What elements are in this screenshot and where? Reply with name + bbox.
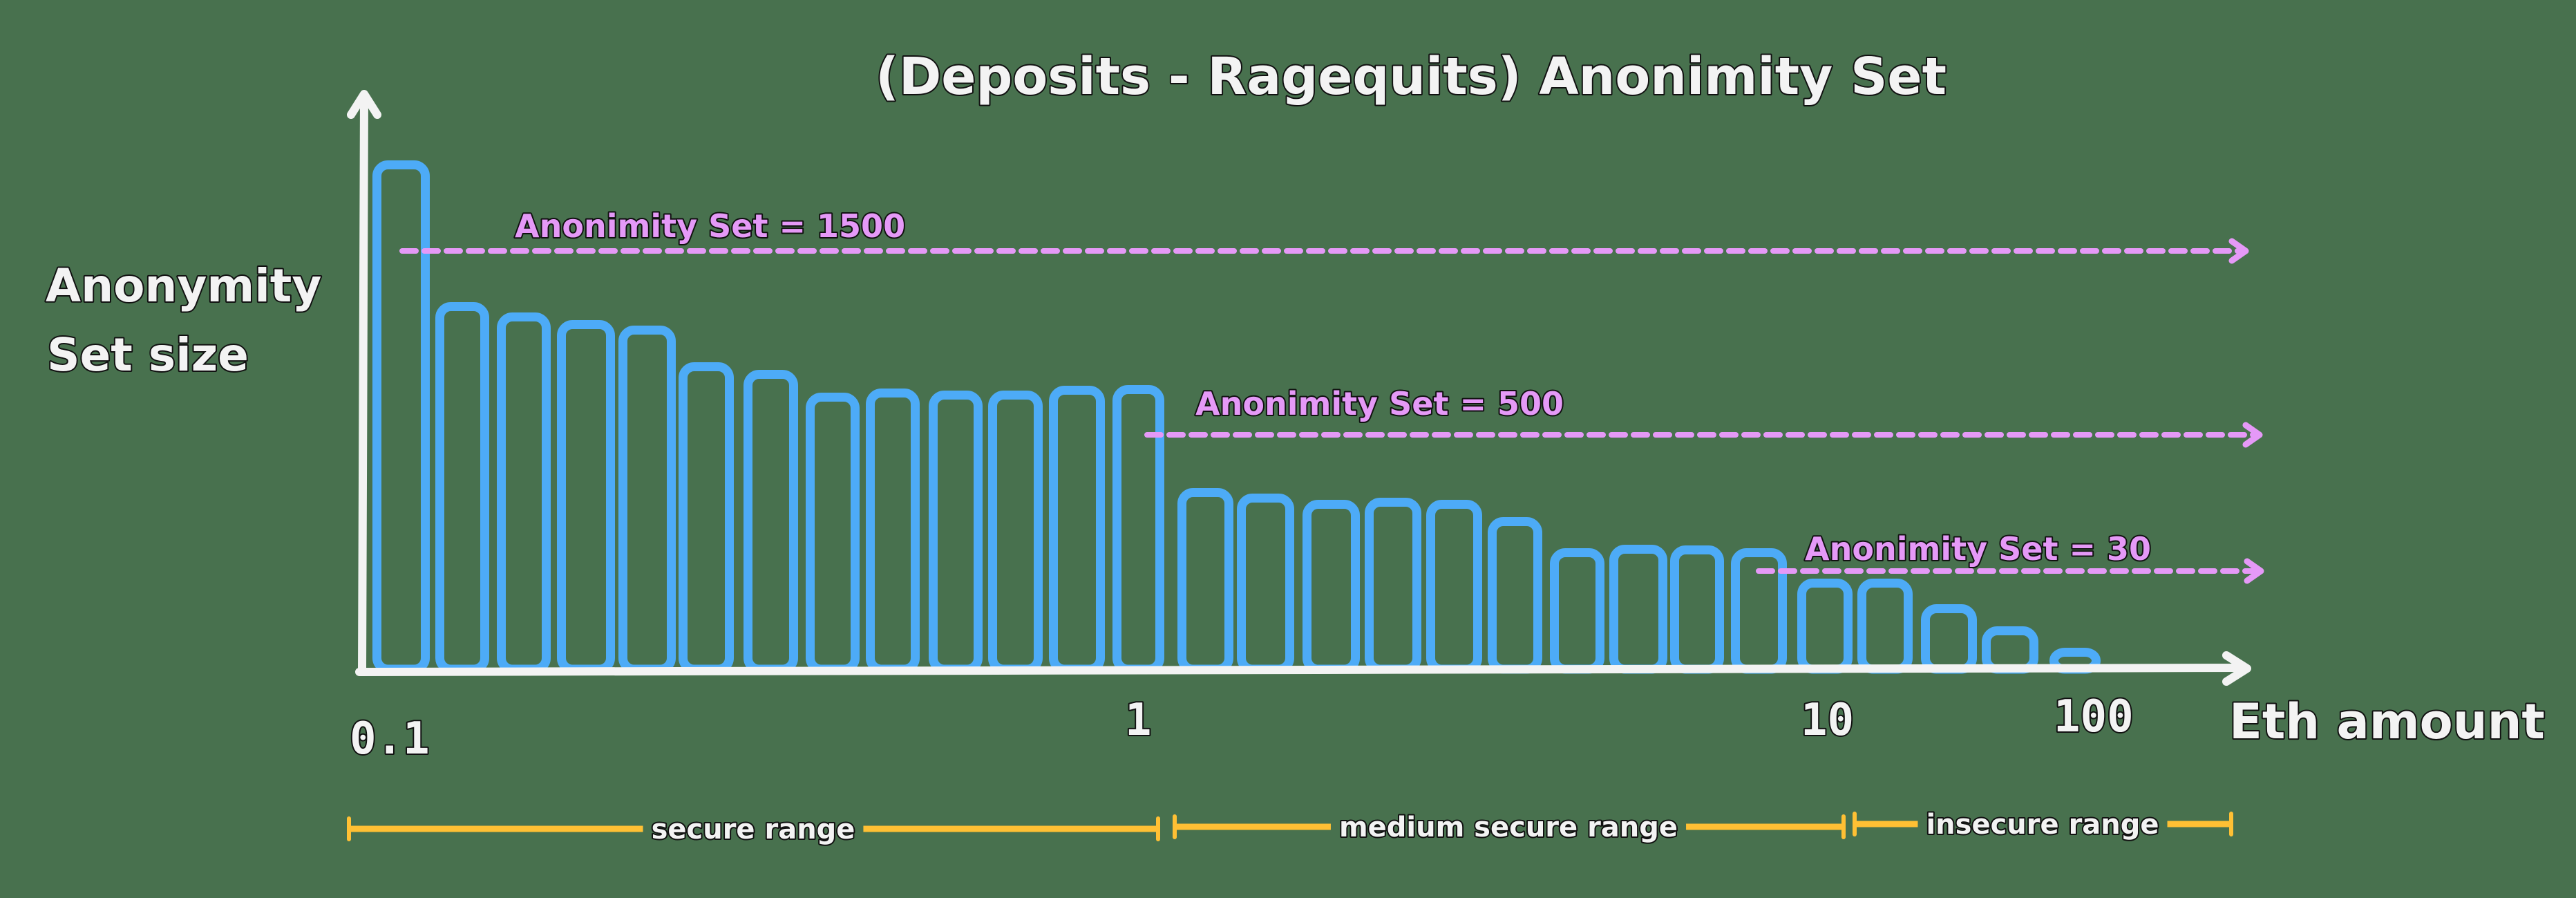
x-tick-1: 1 [1125, 695, 1152, 746]
bar [1426, 500, 1482, 674]
range-label-background [643, 822, 864, 836]
threshold-label: Anonimity Set = 1500 [515, 207, 905, 245]
bar [1488, 517, 1542, 674]
range-label: insecure range [1926, 809, 2159, 841]
threshold-lines: Anonimity Set = 1500 Anonimity Set = 500 A… [399, 206, 2264, 584]
arrow-right-icon [2244, 558, 2264, 584]
y-axis-label-line2: Set size [47, 328, 249, 382]
threshold-label: Anonimity Set = 30 [1805, 530, 2151, 568]
bar [806, 393, 860, 674]
bar [744, 370, 798, 674]
bar [1921, 604, 1977, 674]
bar [372, 160, 430, 674]
x-axis [355, 651, 2251, 686]
range-label: medium secure range [1339, 812, 1678, 843]
threshold-0: Anonimity Set = 1500 [399, 206, 2249, 264]
bar [435, 302, 489, 674]
bar [866, 389, 920, 674]
arrow-right-icon [2242, 422, 2263, 448]
bar [679, 362, 734, 674]
bar [1112, 385, 1164, 674]
range-label-background [1330, 820, 1687, 834]
range-1: medium secure range [1173, 810, 1846, 845]
threshold-2: Anonimity Set = 30 [1756, 529, 2264, 584]
bar [1982, 626, 2038, 674]
bar [1049, 386, 1105, 674]
x-tick-labels: 0.1 1 10 100 [348, 690, 2135, 766]
bar [1237, 494, 1294, 674]
arrow-right-icon [2228, 238, 2249, 264]
x-tick-100: 100 [2054, 691, 2134, 742]
y-axis-arrow-icon [347, 90, 381, 119]
range-label: secure range [652, 814, 855, 845]
threshold-1: Anonimity Set = 500 [1144, 384, 2263, 448]
range-2: insecure range [1853, 807, 2233, 842]
x-axis-arrow-icon [2222, 651, 2251, 686]
bar [1177, 488, 1233, 674]
bar [1365, 498, 1421, 674]
range-0: secure range [347, 812, 1160, 847]
x-axis-label: Eth amount [2229, 693, 2545, 750]
security-ranges: secure range medium secure range insecure … [347, 807, 2233, 847]
x-tick-10: 10 [1801, 695, 1854, 746]
threshold-label: Anonimity Set = 500 [1195, 385, 1564, 422]
bar [618, 326, 676, 674]
y-axis [347, 90, 381, 676]
bar [1550, 548, 1604, 674]
chart-title: (Deposits - Ragequits) Anonimity Set [875, 47, 1947, 106]
x-tick-0.1: 0.1 [350, 713, 430, 765]
bar [1670, 545, 1724, 674]
bar [988, 391, 1043, 674]
bar [1303, 500, 1360, 674]
bar [497, 312, 551, 674]
range-label-background [1917, 817, 2168, 831]
bar [1857, 579, 1913, 674]
y-axis-label-line1: Anonymity [46, 259, 321, 312]
bar [929, 391, 983, 674]
bar [1797, 579, 1853, 674]
bar [557, 320, 615, 674]
bar [1609, 545, 1667, 674]
